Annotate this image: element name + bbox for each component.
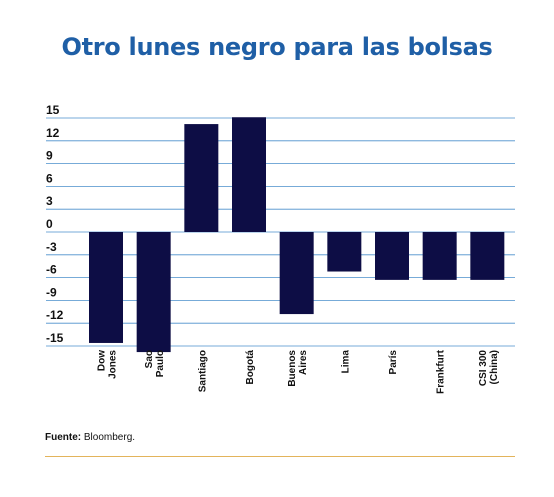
x-tick-label-line: Frankfurt <box>436 349 447 394</box>
bar <box>327 232 362 272</box>
x-tick-label-line: París <box>388 350 399 375</box>
x-tick-label-line: (China) <box>489 350 500 384</box>
source-text: Bloomberg. <box>83 432 136 443</box>
x-tick-label: Frankfurt <box>436 349 447 394</box>
x-tick-label-line: Lima <box>340 350 351 374</box>
y-tick-label: -3 <box>46 240 57 254</box>
x-tick-label-line: Paulo <box>155 350 166 377</box>
y-tick-label: -12 <box>46 308 64 322</box>
bar-chart: 15 12 9 6 3 0 -3 -6 -9 -12 -15 Dow Jones Sao Paulo Sant… <box>46 103 515 394</box>
x-tick-label: Santiago <box>197 350 208 392</box>
bar <box>279 232 314 315</box>
x-tick-label-line: Dow <box>97 350 108 371</box>
source-note: Fuente: Bloomberg. <box>45 432 135 443</box>
x-tick-label: Lima <box>340 350 351 374</box>
x-tick-label-line: Jones <box>108 350 119 379</box>
x-tick-label: París <box>388 350 399 375</box>
bar <box>89 232 123 343</box>
bar <box>422 232 457 280</box>
y-tick-label: -6 <box>46 263 57 277</box>
bar <box>232 117 266 232</box>
x-tick-label: CSI 300 (China) <box>478 350 500 387</box>
bar <box>375 232 409 280</box>
x-tick-label: Dow Jones <box>97 350 119 379</box>
y-tick-label: 15 <box>46 103 60 117</box>
x-tick-label-line: Bogotá <box>245 350 256 385</box>
x-tick-label-line: CSI 300 <box>478 350 489 387</box>
bar <box>470 232 505 280</box>
x-tick-label: Sao Paulo <box>144 350 166 377</box>
y-tick-label: 12 <box>46 126 60 140</box>
x-tick-label-line: Sao <box>144 350 155 368</box>
x-tick-label-line: Santiago <box>197 350 208 392</box>
y-tick-label: -9 <box>46 285 57 299</box>
y-tick-label: 0 <box>46 217 53 231</box>
x-tick-label: Buenos Aires <box>287 350 309 387</box>
bar <box>136 232 171 353</box>
source-label: Fuente: <box>45 432 82 443</box>
chart-title: Otro lunes negro para las bolsas <box>61 33 493 61</box>
x-tick-label-line: Buenos <box>287 350 298 387</box>
y-tick-label: 3 <box>46 194 53 208</box>
bar <box>184 124 219 232</box>
x-tick-label-line: Aires <box>298 350 309 375</box>
y-tick-label: -15 <box>46 331 64 345</box>
bottom-divider <box>45 456 515 457</box>
y-tick-label: 6 <box>46 171 53 185</box>
y-tick-label: 9 <box>46 149 53 163</box>
x-tick-label: Bogotá <box>245 350 256 385</box>
